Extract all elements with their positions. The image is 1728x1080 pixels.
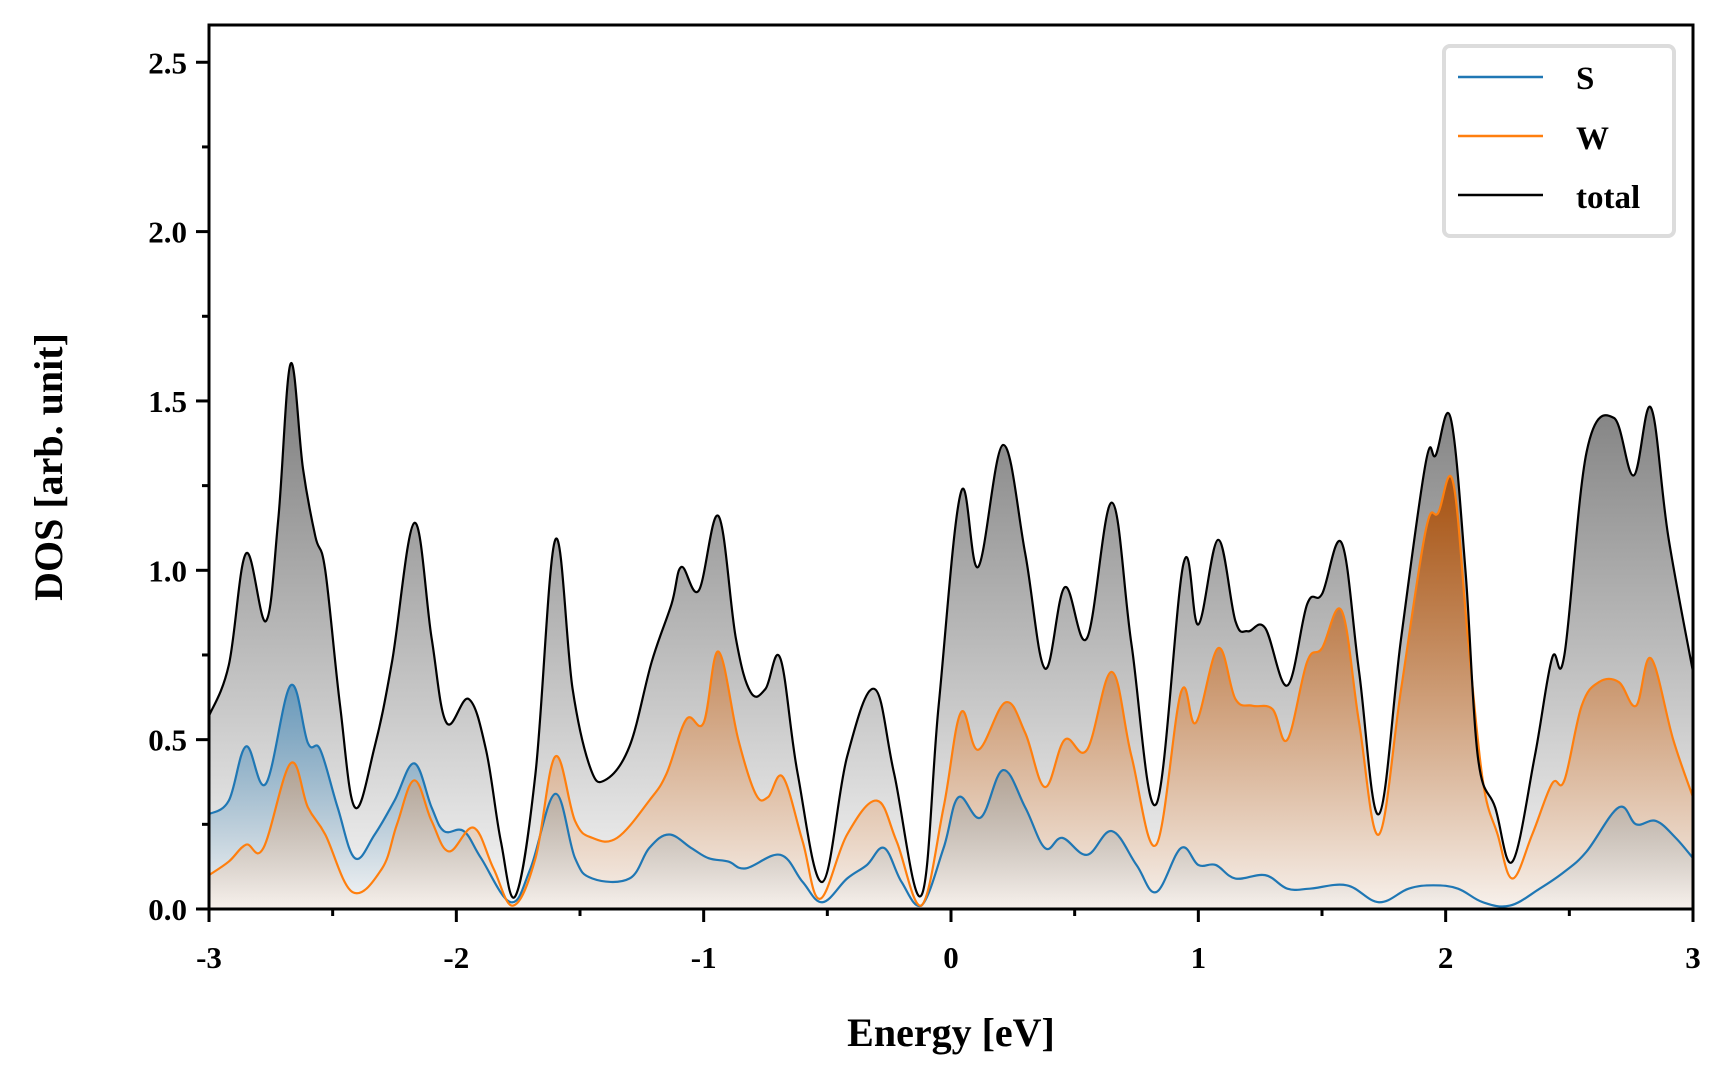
x-tick-label: -2 xyxy=(443,940,469,975)
legend-label-total: total xyxy=(1576,180,1640,216)
total-series-line xyxy=(209,362,1693,899)
x-tick-label: -3 xyxy=(196,940,222,975)
legend-label-w: W xyxy=(1576,121,1609,157)
x-tick-label: 1 xyxy=(1191,940,1207,975)
x-tick-label: 3 xyxy=(1685,940,1701,975)
y-axis-title: DOS [arb. unit] xyxy=(26,333,71,601)
plot-frame xyxy=(207,23,1695,911)
legend: S W total xyxy=(1442,44,1676,238)
x-tick-label: -1 xyxy=(691,940,717,975)
w-series-line xyxy=(209,474,1693,907)
x-axis-title: Energy [eV] xyxy=(847,1010,1055,1055)
legend-label-s: S xyxy=(1576,61,1594,97)
y-tick-label: 2.0 xyxy=(148,215,187,250)
legend-box xyxy=(1442,44,1676,238)
y-tick-label: 1.0 xyxy=(148,553,187,588)
x-tick-label: 2 xyxy=(1438,940,1454,975)
x-tick-label: 0 xyxy=(943,940,959,975)
y-tick-label: 0.5 xyxy=(148,723,187,758)
y-tick-label: 2.5 xyxy=(148,45,187,80)
x-tick-labels: -3 -2 -1 0 1 2 3 xyxy=(196,940,1701,975)
y-tick-labels: 0.0 0.5 1.0 1.5 2.0 2.5 xyxy=(148,45,187,927)
s-series-line xyxy=(209,684,1693,908)
w-fill-area xyxy=(209,475,1693,909)
y-tick-label: 0.0 xyxy=(148,892,187,927)
y-tick-label: 1.5 xyxy=(148,384,187,419)
